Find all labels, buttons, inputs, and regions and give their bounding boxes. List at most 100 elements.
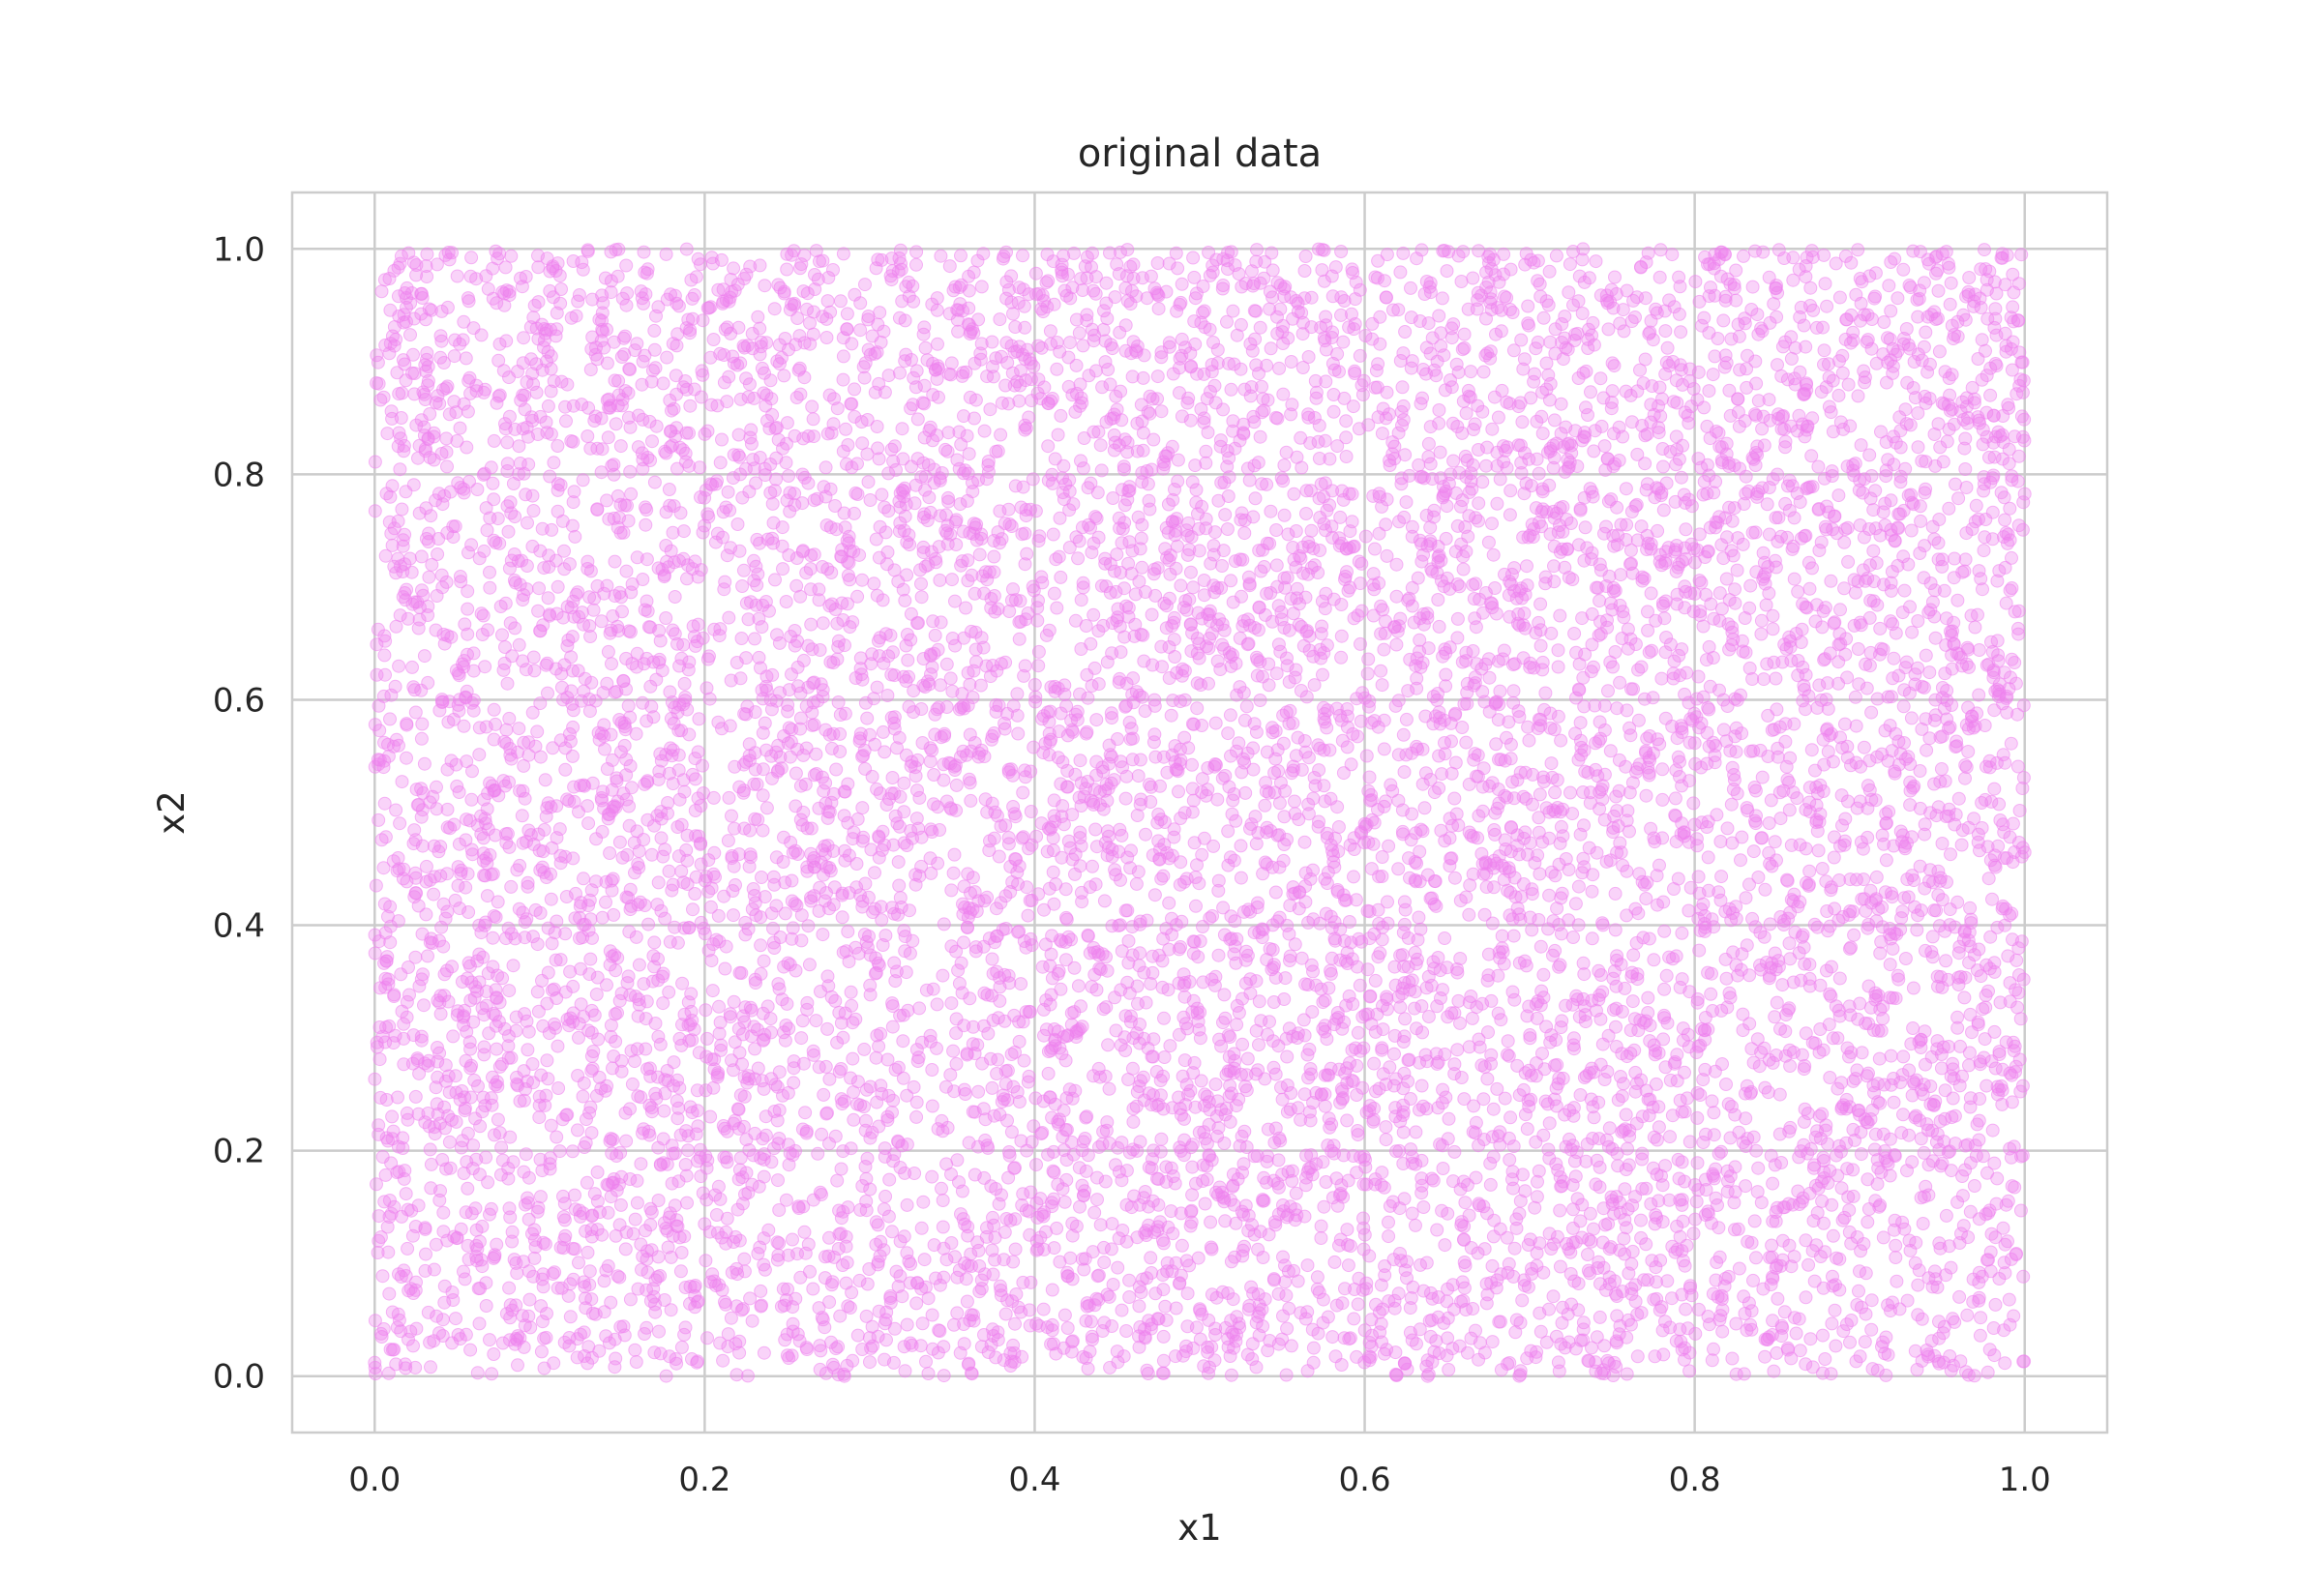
data-point	[1262, 1227, 1276, 1242]
data-point	[766, 921, 780, 935]
data-point	[946, 1044, 961, 1058]
data-point	[1501, 1034, 1515, 1049]
data-point	[1562, 285, 1576, 300]
data-point	[869, 1215, 883, 1229]
data-point	[745, 326, 759, 340]
data-point	[1658, 367, 1673, 381]
data-point	[580, 1245, 595, 1259]
data-point	[1801, 1107, 1815, 1121]
data-points	[368, 242, 2032, 1383]
data-point	[1567, 1274, 1582, 1288]
data-point	[786, 1232, 799, 1247]
data-point	[2007, 314, 2021, 329]
data-point	[1412, 910, 1426, 925]
data-point	[822, 1230, 836, 1245]
data-point	[1848, 585, 1862, 600]
data-point	[1754, 627, 1769, 641]
data-point	[1249, 304, 1263, 318]
data-point	[1432, 781, 1446, 795]
data-point	[1553, 608, 1567, 623]
data-point	[794, 1031, 809, 1046]
data-point	[491, 895, 505, 909]
data-point	[1626, 948, 1641, 962]
data-point	[1692, 943, 1707, 958]
data-point	[2012, 1052, 2027, 1067]
data-point	[1982, 450, 1996, 464]
data-point	[1872, 1051, 1887, 1066]
data-point	[772, 1103, 787, 1117]
data-point	[371, 1246, 385, 1259]
data-point	[1311, 819, 1325, 834]
data-point	[1593, 1160, 1607, 1174]
data-point	[1220, 314, 1234, 329]
data-point	[1490, 458, 1504, 473]
data-point	[997, 1225, 1012, 1239]
data-point	[1911, 406, 1925, 421]
data-point	[1563, 785, 1577, 800]
data-point	[1398, 1012, 1413, 1026]
data-point	[614, 1064, 629, 1079]
data-point	[463, 993, 478, 1008]
data-point	[954, 249, 968, 263]
data-point	[1818, 277, 1832, 291]
data-point	[662, 985, 676, 999]
data-point	[531, 604, 546, 618]
data-point	[1336, 335, 1351, 349]
data-point	[1210, 792, 1225, 807]
data-point	[1301, 751, 1316, 765]
data-point	[576, 473, 590, 488]
data-point	[836, 349, 850, 364]
data-point	[1361, 652, 1376, 666]
data-point	[1503, 508, 1517, 522]
data-point	[1837, 581, 1852, 596]
data-point	[761, 1223, 776, 1237]
data-point	[1211, 493, 1226, 508]
data-point	[1888, 766, 1902, 781]
data-point	[1647, 953, 1661, 967]
data-point	[1252, 1038, 1265, 1052]
data-point	[1154, 404, 1169, 419]
data-point	[1375, 1166, 1389, 1180]
data-point	[994, 428, 1008, 442]
data-point	[668, 920, 682, 934]
data-point	[1512, 956, 1527, 970]
data-point	[972, 1285, 987, 1299]
data-point	[1269, 523, 1284, 537]
data-point	[624, 781, 639, 795]
data-point	[801, 919, 816, 933]
data-point	[667, 401, 681, 416]
data-point	[1060, 1321, 1075, 1335]
data-point	[559, 890, 574, 903]
data-point	[703, 1109, 718, 1124]
data-point	[461, 602, 475, 616]
data-point	[1106, 491, 1120, 505]
data-point	[1705, 966, 1718, 981]
data-point	[1131, 510, 1146, 524]
data-point	[909, 812, 924, 826]
data-point	[1601, 684, 1615, 698]
data-point	[1942, 422, 1956, 436]
data-point	[654, 831, 669, 845]
data-point	[1506, 658, 1520, 672]
data-point	[729, 1368, 744, 1382]
data-point	[1432, 749, 1446, 763]
data-point	[401, 1241, 415, 1256]
data-point	[848, 382, 862, 397]
data-point	[949, 778, 964, 792]
data-point	[1585, 884, 1599, 899]
data-point	[1404, 281, 1417, 295]
data-point	[1719, 971, 1734, 986]
data-point	[1987, 450, 2002, 464]
data-point	[874, 1026, 888, 1041]
data-point	[589, 988, 604, 1001]
data-point	[959, 601, 973, 615]
data-point	[799, 566, 814, 580]
data-point	[1566, 1202, 1580, 1217]
data-point	[1224, 382, 1238, 397]
data-point	[1008, 1316, 1022, 1331]
data-point	[540, 1307, 553, 1320]
data-point	[1393, 265, 1408, 280]
data-point	[1147, 693, 1162, 707]
data-point	[1297, 835, 1312, 849]
data-point	[1414, 1257, 1427, 1272]
